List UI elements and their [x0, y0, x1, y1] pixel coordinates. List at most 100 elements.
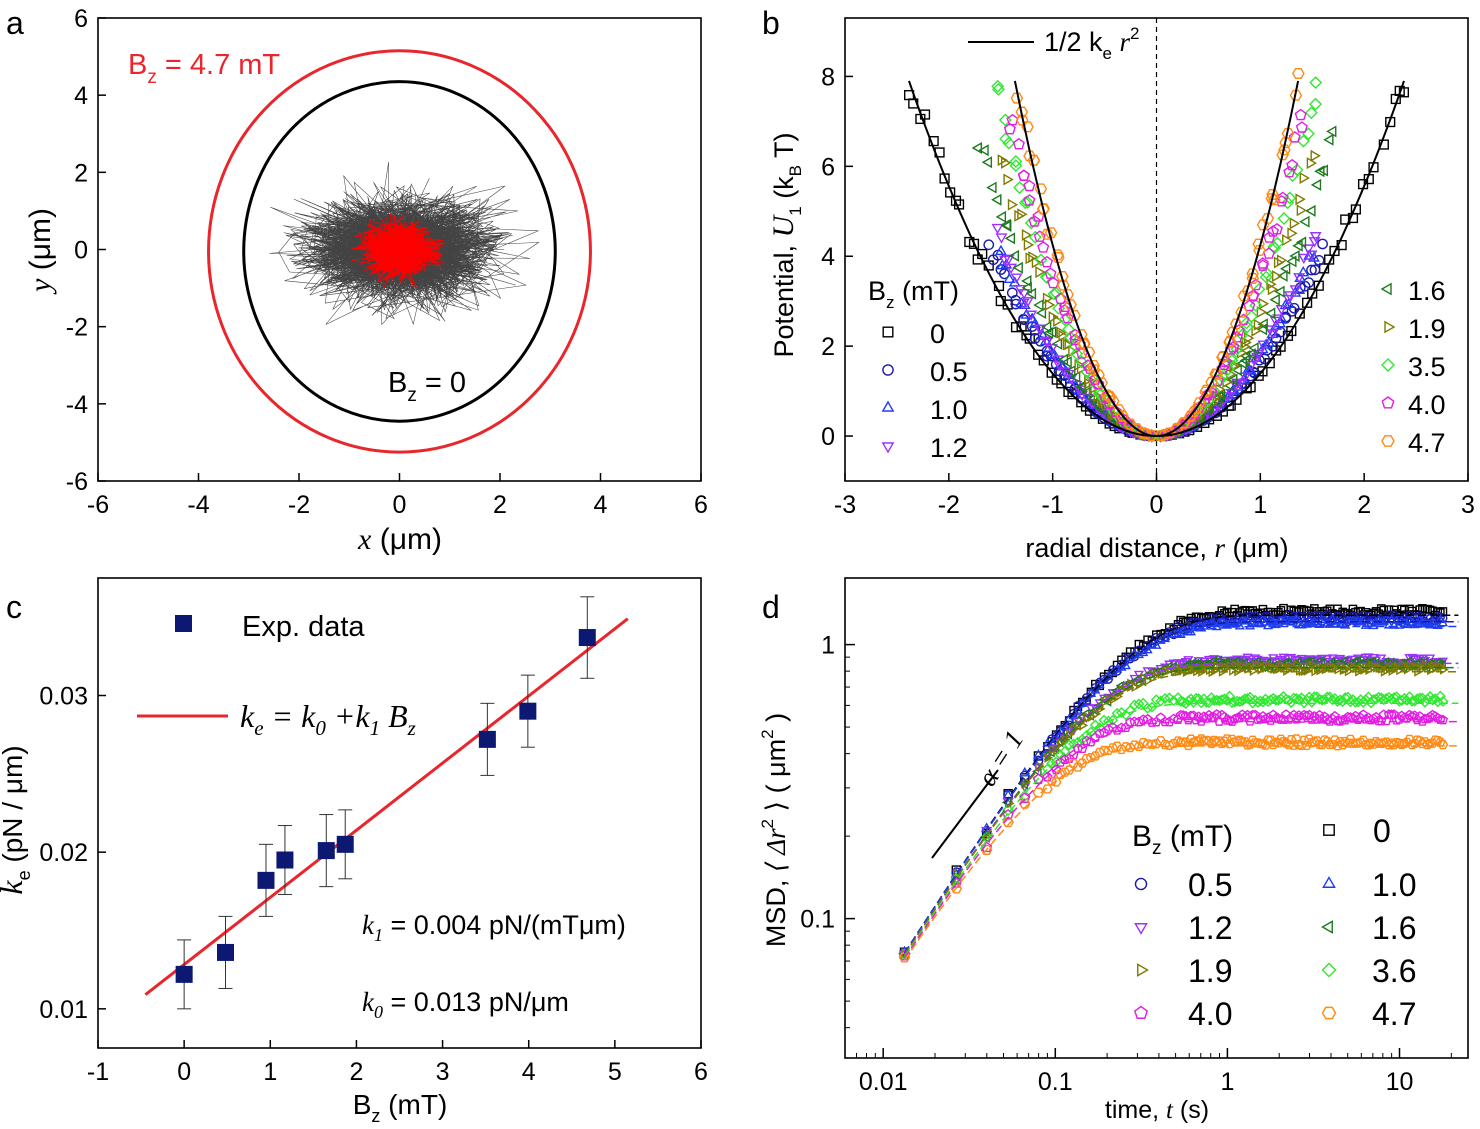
- point-d-4.7: [1432, 735, 1444, 746]
- data-point: [257, 871, 275, 889]
- point-b-4.0: [1047, 276, 1060, 289]
- point-d-3.6: [1308, 691, 1320, 703]
- point-d-4.7: [1411, 735, 1423, 745]
- legend-marker-b-3.5: [1381, 358, 1395, 372]
- y-tick-label: 4: [74, 82, 88, 110]
- point-d-4.0: [1306, 714, 1317, 724]
- point-b-1.9: [1023, 238, 1035, 251]
- point-b-1.6: [1227, 373, 1238, 386]
- point-b-1.9: [1035, 266, 1046, 279]
- point-b-4.7: [1056, 271, 1069, 282]
- point-d-1.9: [1048, 744, 1058, 755]
- point-d-1.9: [1114, 691, 1123, 702]
- k0-annotation: k0 = 0.013 pN/μm: [362, 987, 569, 1022]
- legend-label-b: 1.2: [930, 433, 968, 463]
- data-point: [578, 629, 596, 647]
- point-b-1.2: [995, 233, 1008, 244]
- point-b-1.2: [1275, 305, 1288, 316]
- point-b-0.5: [1029, 333, 1041, 344]
- point-b-1.6: [1245, 348, 1256, 361]
- point-b-1.2: [1010, 273, 1023, 284]
- inner-boundary-ellipse: [242, 80, 557, 423]
- point-b-4.7: [1051, 252, 1065, 263]
- point-d-4.7: [1357, 735, 1369, 745]
- legend-label-d: 1.6: [1372, 910, 1416, 946]
- y-tick-label: 0.1: [800, 906, 835, 934]
- point-d-4.7: [1129, 740, 1140, 750]
- point-d-4.0: [1268, 709, 1279, 720]
- point-b-3.5: [1277, 211, 1291, 225]
- point-d-4.7: [1168, 739, 1180, 749]
- point-b-3.5: [1013, 181, 1027, 195]
- point-d-1.9: [1432, 663, 1442, 674]
- point-d-3.6: [1370, 693, 1382, 705]
- point-b-3.5: [1021, 195, 1035, 209]
- point-b-1.6: [1323, 133, 1334, 146]
- point-d-4.7: [1280, 738, 1292, 748]
- point-b-1.2: [1033, 324, 1046, 335]
- point-b-1.6: [1274, 285, 1285, 298]
- point-d-1.0: [1201, 617, 1212, 627]
- point-d-1.0: [1358, 615, 1369, 625]
- point-b-1.9: [1044, 298, 1056, 311]
- point-d-4.7: [1164, 740, 1175, 750]
- point-d-1.0: [1391, 614, 1402, 624]
- x-tick-label: 5: [608, 1058, 622, 1086]
- legend-marker-b-0.5: [882, 364, 894, 376]
- point-d-1.0: [1378, 616, 1389, 625]
- point-b-1.0: [994, 244, 1007, 256]
- point-b-3.5: [1281, 196, 1295, 210]
- point-d-3.6: [1018, 790, 1031, 803]
- point-d-1.9: [1439, 664, 1449, 675]
- point-b-4.7: [1278, 144, 1291, 156]
- point-d-4.7: [1085, 752, 1097, 763]
- point-d-4.0: [1437, 714, 1449, 725]
- fit-curve-1.0: [903, 625, 1459, 954]
- point-d-1.9: [1239, 661, 1249, 672]
- point-d-4.0: [1103, 723, 1114, 734]
- point-d-1.9: [1388, 665, 1398, 677]
- point-b-1.6: [1326, 125, 1337, 138]
- point-b-1.9: [1088, 382, 1100, 395]
- fit-curve-4.7: [903, 745, 1459, 961]
- panel-a-ticks: -6 -4 -2 0 2 4 6 -6 -4 -2 0 2 4 6: [66, 5, 708, 519]
- point-b-1.6: [1264, 307, 1276, 320]
- point-b-4.7: [1281, 128, 1295, 139]
- legend-marker-b-1.9: [1384, 320, 1396, 334]
- point-d-4.0: [1288, 709, 1299, 720]
- point-b-0.5: [983, 239, 995, 251]
- panel-a-ylabel: y (μm): [24, 208, 57, 295]
- point-d-4.7: [1275, 734, 1287, 744]
- point-b-1.9: [1256, 306, 1268, 319]
- point-d-4.0: [1381, 715, 1392, 726]
- point-b-1.2: [1017, 298, 1030, 310]
- point-d-3.6: [1221, 694, 1233, 706]
- point-b-1.9: [1310, 149, 1321, 162]
- legend-marker-d-1.6: [1321, 920, 1333, 934]
- point-d-1.0: [1175, 629, 1186, 639]
- legend-label-d: 3.6: [1372, 953, 1416, 989]
- point-b-1.2: [1282, 294, 1295, 306]
- point-b-4.7: [1163, 427, 1177, 439]
- x-tick-label: 3: [1461, 491, 1475, 519]
- point-d-4.7: [1137, 737, 1149, 748]
- trajectory-bz47: [350, 213, 446, 289]
- point-d-3.6: [1163, 692, 1175, 704]
- point-d-3.6: [1296, 692, 1307, 704]
- point-d-1.9: [1272, 664, 1282, 675]
- point-d-4.7: [1352, 738, 1364, 748]
- point-b-1.2: [1257, 340, 1270, 351]
- legend-label-d: 4.7: [1372, 996, 1416, 1032]
- point-d-3.6: [1434, 690, 1446, 702]
- y-tick-label: 0: [821, 423, 835, 451]
- point-b-1.2: [1293, 273, 1306, 284]
- point-b-1.2: [1269, 316, 1282, 327]
- point-d-3.6: [1111, 707, 1123, 719]
- point-d-4.0: [1334, 716, 1346, 726]
- point-d-1.2: [1242, 653, 1253, 663]
- point-d-1.9: [1157, 668, 1167, 680]
- point-b-1.9: [1074, 358, 1085, 371]
- point-b-1.9: [1271, 270, 1283, 283]
- point-b-1.2: [1045, 344, 1058, 355]
- point-d-1.9: [1218, 666, 1228, 677]
